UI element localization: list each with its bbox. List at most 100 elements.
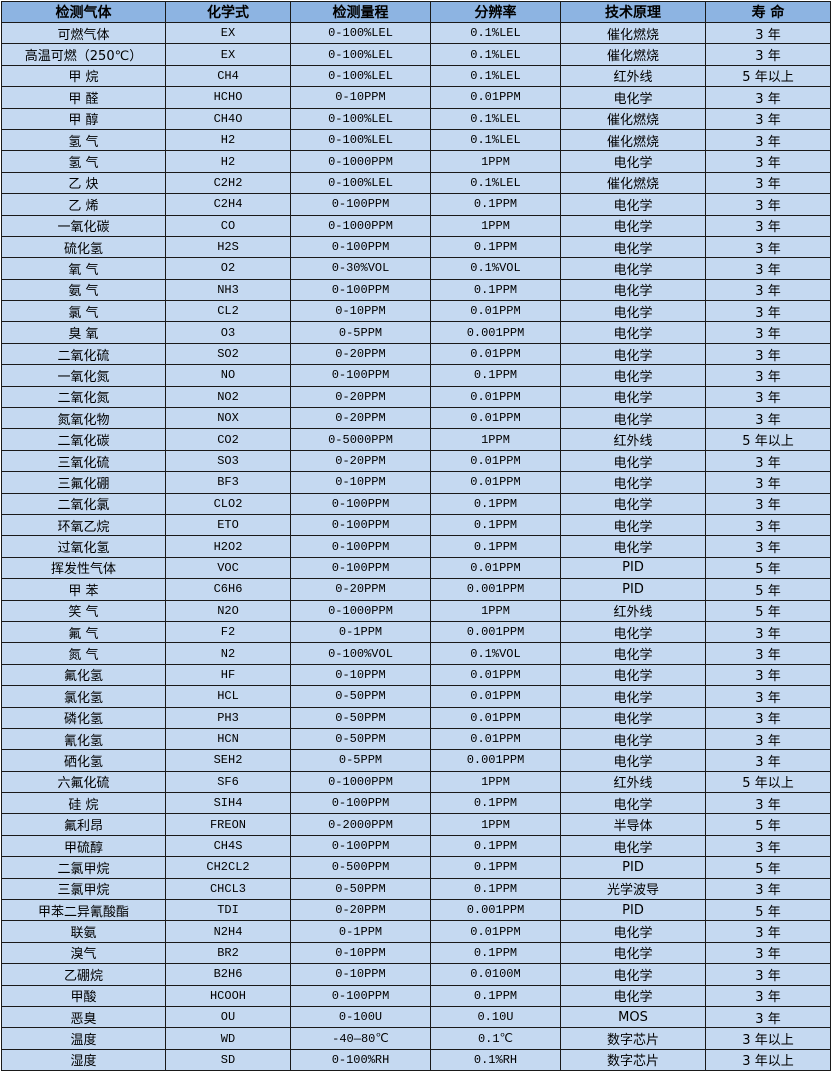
range-cell: 0-50PPM — [290, 727, 431, 751]
range-cell: 0-10PPM — [290, 471, 431, 494]
principle-cell: 电化学 — [560, 471, 706, 494]
resolution-cell: 0.1%RH — [430, 1048, 561, 1072]
table-row: 乙硼烷 B2H6 0-10PPM 0.0100M 电化学 3 年 — [1, 963, 831, 986]
formula-cell: SIH4 — [165, 792, 291, 815]
range-cell: 0-100PPM — [290, 278, 431, 302]
resolution-cell: 0.01PPM — [430, 663, 561, 687]
formula-cell: B2H6 — [165, 963, 291, 986]
formula-cell: EX — [165, 21, 291, 45]
gas-cell: 氰化氢 — [1, 727, 166, 751]
resolution-cell: 0.1PPM — [430, 856, 561, 879]
lifespan-cell: 3 年 — [705, 321, 831, 344]
table-row: 二氯甲烷 CH2CL2 0-500PPM 0.1PPM PID 5 年 — [1, 856, 831, 879]
range-cell: 0-2000PPM — [290, 813, 431, 836]
table-row: 氧 气 O2 0-30%VOL 0.1%VOL 电化学 3 年 — [1, 257, 831, 280]
gas-cell: 湿度 — [1, 1048, 166, 1072]
lifespan-cell: 3 年 — [705, 364, 831, 387]
formula-cell: NOX — [165, 407, 291, 430]
formula-cell: PH3 — [165, 706, 291, 729]
gas-cell: 可燃气体 — [1, 21, 166, 45]
resolution-cell: 0.1PPM — [430, 513, 561, 537]
resolution-cell: 0.1%LEL — [430, 64, 561, 88]
resolution-cell: 0.01PPM — [430, 727, 561, 751]
lifespan-cell: 3 年 — [705, 663, 831, 687]
principle-cell: MOS — [560, 1005, 706, 1029]
lifespan-cell: 3 年 — [705, 792, 831, 815]
table-row: 氰化氢 HCN 0-50PPM 0.01PPM 电化学 3 年 — [1, 727, 831, 751]
gas-cell: 甲酸 — [1, 984, 166, 1007]
range-cell: 0-100%LEL — [290, 64, 431, 88]
range-cell: 0-100%VOL — [290, 642, 431, 665]
lifespan-cell: 3 年 — [705, 706, 831, 729]
header-gas: 检测气体 — [1, 1, 166, 23]
formula-cell: CH4O — [165, 107, 291, 130]
principle-cell: 红外线 — [560, 599, 706, 622]
lifespan-cell: 3 年 — [705, 642, 831, 665]
header-lifespan: 寿 命 — [705, 1, 831, 23]
resolution-cell: 0.1%LEL — [430, 171, 561, 195]
formula-cell: BF3 — [165, 471, 291, 494]
table-row: 氯化氢 HCL 0-50PPM 0.01PPM 电化学 3 年 — [1, 685, 831, 708]
principle-cell: 电化学 — [560, 749, 706, 772]
table-row: 甲酸 HCOOH 0-100PPM 0.1PPM 电化学 3 年 — [1, 984, 831, 1007]
lifespan-cell: 3 年 — [705, 963, 831, 986]
lifespan-cell: 3 年 — [705, 513, 831, 537]
range-cell: 0-100PPM — [290, 984, 431, 1007]
gas-cell: 环氧乙烷 — [1, 513, 166, 537]
resolution-cell: 0.1%VOL — [430, 257, 561, 280]
table-row: 环氧乙烷 ETO 0-100PPM 0.1PPM 电化学 3 年 — [1, 513, 831, 537]
gas-cell: 氟 气 — [1, 620, 166, 644]
formula-cell: SD — [165, 1048, 291, 1072]
resolution-cell: 0.1%LEL — [430, 107, 561, 130]
principle-cell: 电化学 — [560, 214, 706, 237]
lifespan-cell: 5 年 — [705, 856, 831, 879]
formula-cell: C6H6 — [165, 578, 291, 601]
gas-cell: 恶臭 — [1, 1005, 166, 1029]
gas-cell: 二氧化碳 — [1, 428, 166, 451]
table-row: 氮氧化物 NOX 0-20PPM 0.01PPM 电化学 3 年 — [1, 407, 831, 430]
lifespan-cell: 3 年 — [705, 300, 831, 323]
range-cell: 0-10PPM — [290, 300, 431, 323]
range-cell: 0-100PPM — [290, 834, 431, 858]
table-row: 氯 气 CL2 0-10PPM 0.01PPM 电化学 3 年 — [1, 300, 831, 323]
lifespan-cell: 5 年以上 — [705, 64, 831, 88]
formula-cell: NO2 — [165, 385, 291, 409]
range-cell: 0-100%LEL — [290, 43, 431, 66]
principle-cell: 催化燃烧 — [560, 21, 706, 45]
lifespan-cell: 3 年 — [705, 86, 831, 109]
lifespan-cell: 5 年以上 — [705, 770, 831, 794]
gas-cell: 挥发性气体 — [1, 556, 166, 580]
lifespan-cell: 3 年 — [705, 941, 831, 965]
lifespan-cell: 3 年 — [705, 449, 831, 473]
formula-cell: N2 — [165, 642, 291, 665]
gas-cell: 过氧化氢 — [1, 535, 166, 558]
principle-cell: 电化学 — [560, 407, 706, 430]
formula-cell: CH4S — [165, 834, 291, 858]
lifespan-cell: 3 年 — [705, 171, 831, 195]
range-cell: 0-100PPM — [290, 364, 431, 387]
formula-cell: CL2 — [165, 300, 291, 323]
table-row: 三氟化硼 BF3 0-10PPM 0.01PPM 电化学 3 年 — [1, 471, 831, 494]
table-row: 乙 炔 C2H2 0-100%LEL 0.1%LEL 催化燃烧 3 年 — [1, 171, 831, 195]
principle-cell: 催化燃烧 — [560, 128, 706, 152]
resolution-cell: 0.10U — [430, 1005, 561, 1029]
header-row: 检测气体 化学式 检测量程 分辨率 技术原理 寿 命 — [1, 1, 831, 23]
principle-cell: PID — [560, 578, 706, 601]
formula-cell: CO — [165, 214, 291, 237]
table-row: 二氧化碳 CO2 0-5000PPM 1PPM 红外线 5 年以上 — [1, 428, 831, 451]
formula-cell: WD — [165, 1027, 291, 1050]
table-row: 甲 苯 C6H6 0-20PPM 0.001PPM PID 5 年 — [1, 578, 831, 601]
range-cell: 0-20PPM — [290, 578, 431, 601]
principle-cell: 电化学 — [560, 364, 706, 387]
principle-cell: 催化燃烧 — [560, 107, 706, 130]
range-cell: 0-100U — [290, 1005, 431, 1029]
gas-cell: 硒化氢 — [1, 749, 166, 772]
lifespan-cell: 3 年 — [705, 235, 831, 259]
formula-cell: H2 — [165, 128, 291, 152]
lifespan-cell: 5 年 — [705, 556, 831, 580]
lifespan-cell: 3 年 — [705, 107, 831, 130]
range-cell: 0-100%LEL — [290, 171, 431, 195]
resolution-cell: 0.1℃ — [430, 1027, 561, 1050]
range-cell: 0-100%RH — [290, 1048, 431, 1072]
resolution-cell: 0.1PPM — [430, 235, 561, 259]
